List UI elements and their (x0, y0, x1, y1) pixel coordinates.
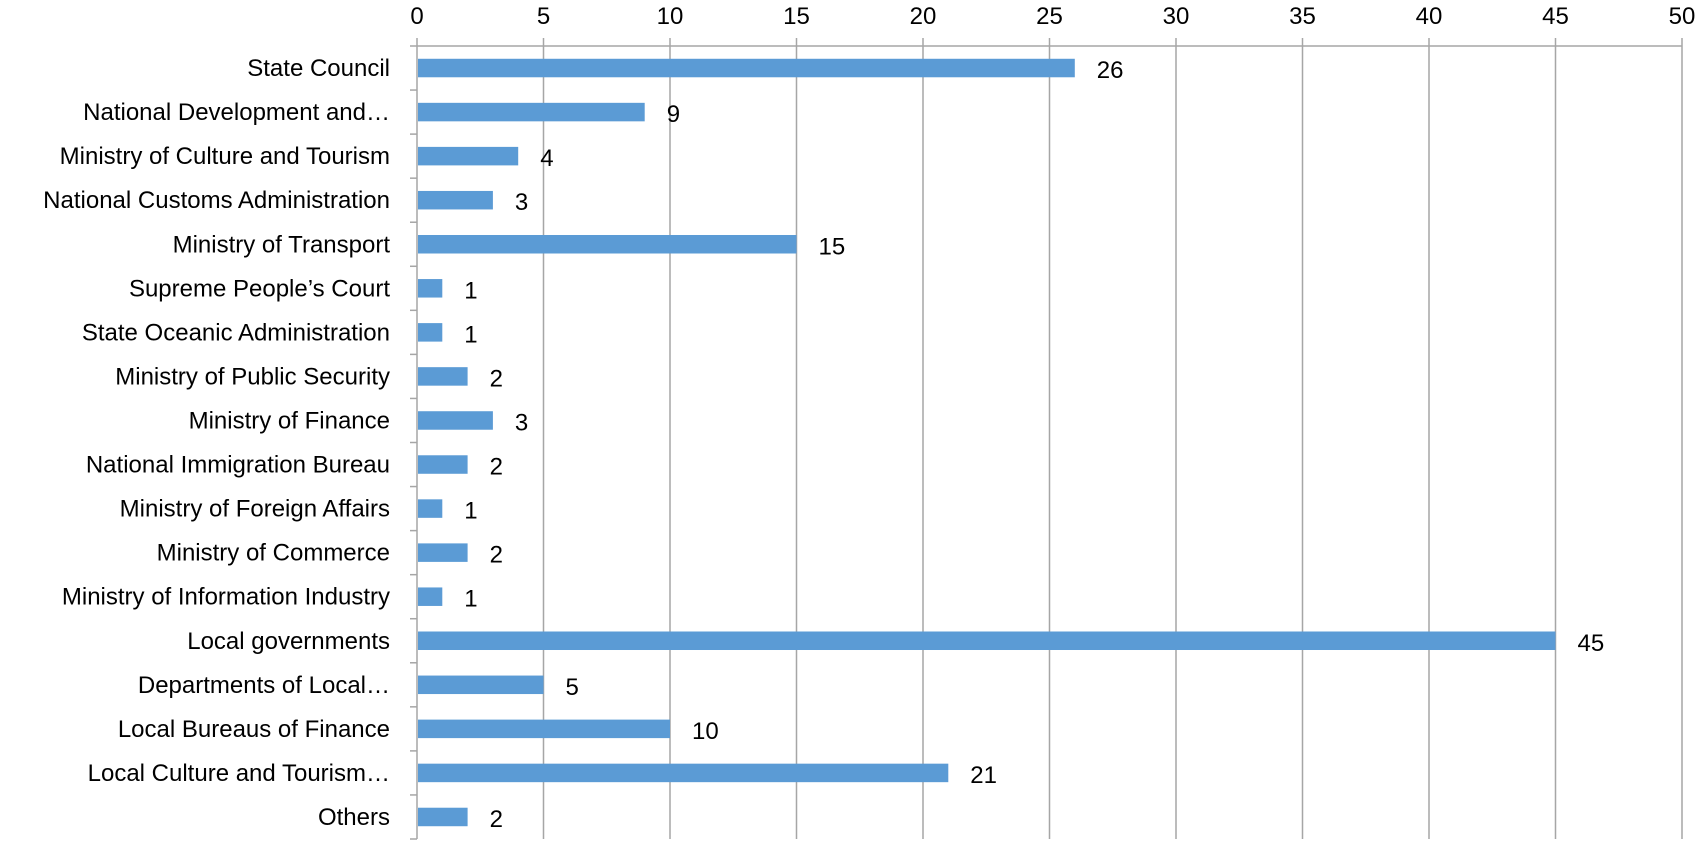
x-tick-label: 40 (1416, 3, 1443, 30)
bar-9 (418, 455, 468, 474)
data-label: 2 (490, 806, 503, 833)
bar-8 (418, 411, 493, 430)
x-tick-label: 45 (1542, 3, 1569, 30)
data-label: 10 (692, 718, 719, 745)
category-label: Ministry of Culture and Tourism (60, 143, 390, 170)
category-label: National Development and… (83, 99, 390, 126)
category-label: Others (318, 804, 390, 831)
bar-16 (418, 763, 949, 783)
category-label: Ministry of Finance (189, 407, 390, 434)
bar-5 (418, 279, 443, 298)
data-label: 9 (667, 101, 680, 128)
x-tick-label: 20 (910, 3, 937, 30)
bar-11 (418, 543, 468, 562)
bar-12 (418, 587, 443, 606)
bar-0 (418, 58, 1075, 78)
category-label: Ministry of Commerce (157, 540, 390, 567)
bar-13 (418, 631, 1556, 651)
data-label: 2 (490, 365, 503, 392)
x-tick-label: 30 (1163, 3, 1190, 30)
category-label: Ministry of Public Security (115, 363, 390, 390)
data-label: 5 (566, 674, 579, 701)
x-tick-label: 50 (1669, 3, 1696, 30)
bar-1 (418, 102, 645, 122)
category-label: National Immigration Bureau (86, 452, 390, 479)
data-label: 1 (464, 321, 477, 348)
bar-15 (418, 719, 670, 739)
x-tick-label: 5 (537, 3, 550, 30)
data-label: 2 (490, 542, 503, 569)
x-tick-label: 0 (410, 3, 423, 30)
bar-6 (418, 323, 443, 342)
data-label: 26 (1097, 57, 1124, 84)
bar-10 (418, 499, 443, 518)
category-label: Ministry of Information Industry (62, 584, 390, 611)
category-label: State Council (247, 55, 390, 82)
category-label: Ministry of Foreign Affairs (120, 496, 390, 523)
data-label: 15 (819, 233, 846, 260)
data-label: 1 (464, 498, 477, 525)
axes (410, 38, 1683, 840)
bar-2 (418, 146, 519, 166)
data-label: 3 (515, 409, 528, 436)
x-tick-label: 25 (1036, 3, 1063, 30)
category-label: Departments of Local… (138, 672, 390, 699)
category-label: Ministry of Transport (173, 231, 391, 258)
bar-17 (418, 807, 468, 827)
bar-4 (418, 234, 797, 254)
bar-14 (418, 675, 544, 695)
gridlines (542, 46, 1683, 839)
data-label: 1 (464, 586, 477, 613)
x-tick-label: 10 (657, 3, 684, 30)
bar-7 (418, 367, 468, 386)
x-tick-label: 35 (1289, 3, 1316, 30)
bar-3 (418, 190, 493, 210)
data-label: 1 (464, 277, 477, 304)
data-label: 2 (490, 454, 503, 481)
category-label: Local Bureaus of Finance (118, 716, 390, 743)
bars (418, 58, 1556, 827)
category-label: Local Culture and Tourism… (88, 760, 390, 787)
data-label: 4 (540, 145, 553, 172)
category-label: Supreme People’s Court (129, 275, 390, 302)
category-label: Local governments (187, 628, 390, 655)
x-tick-label: 15 (783, 3, 810, 30)
data-label: 3 (515, 189, 528, 216)
data-label: 21 (970, 762, 997, 789)
category-label: National Customs Administration (43, 187, 390, 214)
data-label: 45 (1578, 630, 1605, 657)
category-label: State Oceanic Administration (82, 319, 390, 346)
